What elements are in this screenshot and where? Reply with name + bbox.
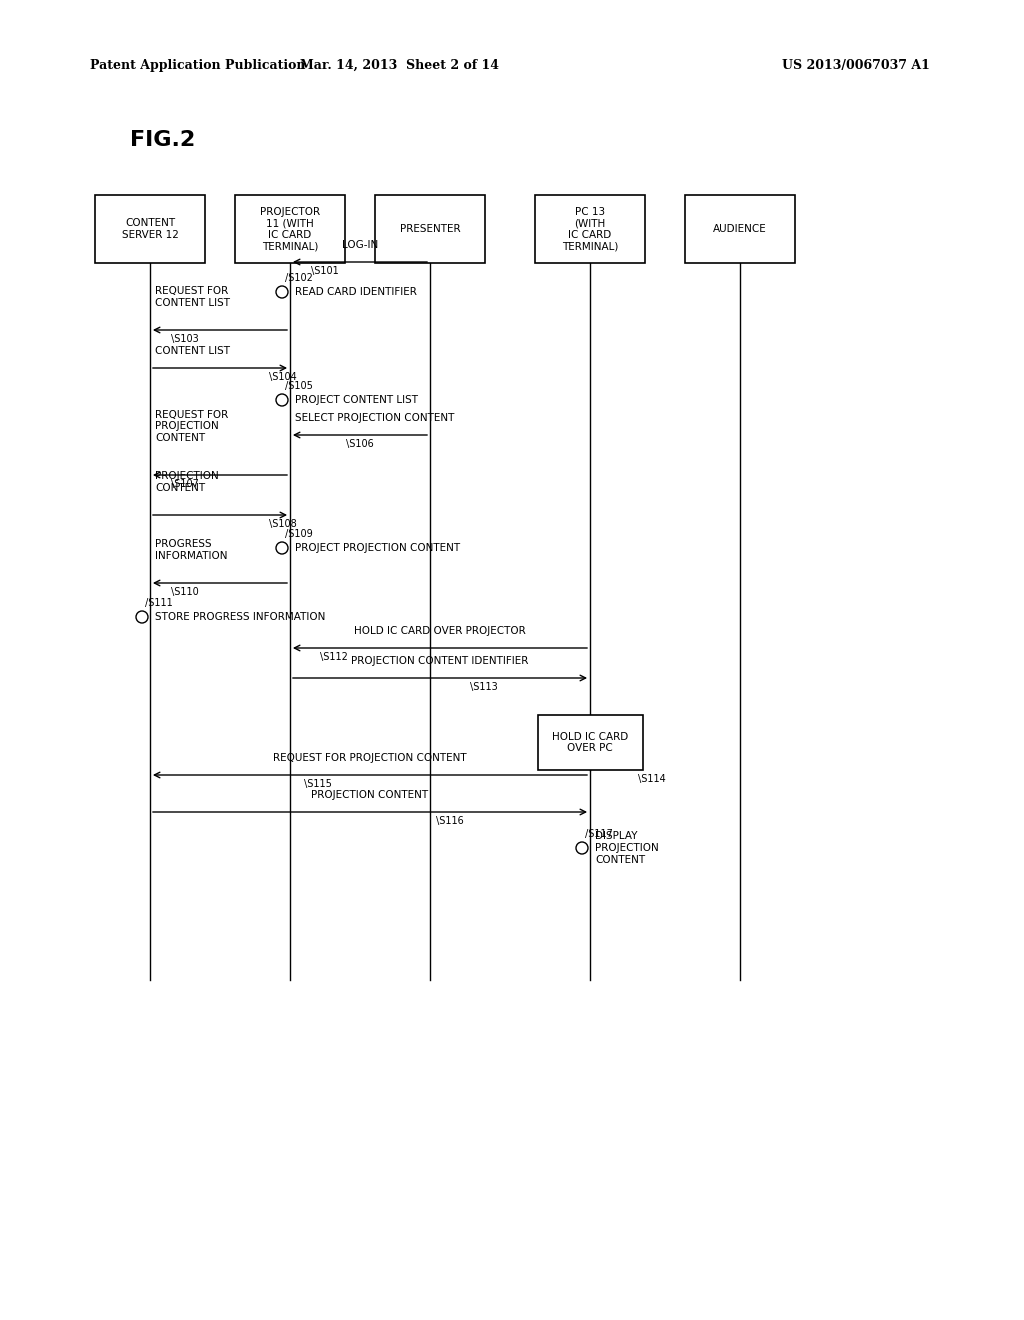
Text: \S106: \S106 bbox=[346, 440, 374, 449]
Text: /S117: /S117 bbox=[585, 829, 613, 840]
Text: FIG.2: FIG.2 bbox=[130, 129, 196, 150]
Text: HOLD IC CARD OVER PROJECTOR: HOLD IC CARD OVER PROJECTOR bbox=[354, 626, 526, 636]
Text: /S111: /S111 bbox=[145, 598, 173, 609]
Text: \S108: \S108 bbox=[269, 519, 297, 529]
Text: \S114: \S114 bbox=[638, 774, 666, 784]
Text: \S112: \S112 bbox=[319, 652, 348, 663]
Text: PC 13
(WITH
IC CARD
TERMINAL): PC 13 (WITH IC CARD TERMINAL) bbox=[562, 207, 618, 251]
Text: /S109: /S109 bbox=[285, 529, 312, 539]
Text: PROJECT PROJECTION CONTENT: PROJECT PROJECTION CONTENT bbox=[295, 543, 460, 553]
Bar bbox=[535, 195, 645, 263]
Text: \S101: \S101 bbox=[311, 267, 339, 276]
Text: PROJECTION
CONTENT: PROJECTION CONTENT bbox=[155, 471, 219, 492]
Text: READ CARD IDENTIFIER: READ CARD IDENTIFIER bbox=[295, 286, 417, 297]
Text: Mar. 14, 2013  Sheet 2 of 14: Mar. 14, 2013 Sheet 2 of 14 bbox=[300, 58, 500, 71]
Text: Patent Application Publication: Patent Application Publication bbox=[90, 58, 305, 71]
Text: PRESENTER: PRESENTER bbox=[399, 224, 461, 234]
Text: PROJECTION CONTENT: PROJECTION CONTENT bbox=[311, 789, 429, 800]
Text: \S104: \S104 bbox=[269, 372, 297, 381]
Text: REQUEST FOR
PROJECTION
CONTENT: REQUEST FOR PROJECTION CONTENT bbox=[155, 409, 228, 444]
Text: PROJECTOR
11 (WITH
IC CARD
TERMINAL): PROJECTOR 11 (WITH IC CARD TERMINAL) bbox=[260, 207, 321, 251]
Text: PROGRESS
INFORMATION: PROGRESS INFORMATION bbox=[155, 540, 227, 561]
Text: \S110: \S110 bbox=[171, 587, 199, 597]
Bar bbox=[538, 715, 642, 770]
Text: \S113: \S113 bbox=[470, 682, 498, 692]
Text: PROJECT CONTENT LIST: PROJECT CONTENT LIST bbox=[295, 395, 418, 405]
Bar bbox=[685, 195, 795, 263]
Text: US 2013/0067037 A1: US 2013/0067037 A1 bbox=[782, 58, 930, 71]
Text: PROJECTION CONTENT IDENTIFIER: PROJECTION CONTENT IDENTIFIER bbox=[351, 656, 528, 667]
Text: REQUEST FOR PROJECTION CONTENT: REQUEST FOR PROJECTION CONTENT bbox=[273, 752, 467, 763]
Bar bbox=[234, 195, 345, 263]
Text: \S107: \S107 bbox=[171, 479, 199, 488]
Text: /S105: /S105 bbox=[285, 381, 313, 391]
Bar bbox=[95, 195, 205, 263]
Text: AUDIENCE: AUDIENCE bbox=[713, 224, 767, 234]
Text: \S103: \S103 bbox=[171, 334, 199, 345]
Text: \S115: \S115 bbox=[304, 779, 332, 789]
Text: REQUEST FOR
CONTENT LIST: REQUEST FOR CONTENT LIST bbox=[155, 286, 230, 308]
Text: CONTENT
SERVER 12: CONTENT SERVER 12 bbox=[122, 218, 178, 240]
Text: HOLD IC CARD
OVER PC: HOLD IC CARD OVER PC bbox=[552, 731, 628, 754]
Text: \S116: \S116 bbox=[436, 816, 464, 826]
Text: STORE PROGRESS INFORMATION: STORE PROGRESS INFORMATION bbox=[155, 612, 326, 622]
Text: LOG-IN: LOG-IN bbox=[342, 240, 378, 249]
Text: SELECT PROJECTION CONTENT: SELECT PROJECTION CONTENT bbox=[295, 413, 455, 422]
Bar bbox=[375, 195, 485, 263]
Text: DISPLAY
PROJECTION
CONTENT: DISPLAY PROJECTION CONTENT bbox=[595, 832, 658, 865]
Text: CONTENT LIST: CONTENT LIST bbox=[155, 346, 230, 356]
Text: /S102: /S102 bbox=[285, 273, 313, 282]
